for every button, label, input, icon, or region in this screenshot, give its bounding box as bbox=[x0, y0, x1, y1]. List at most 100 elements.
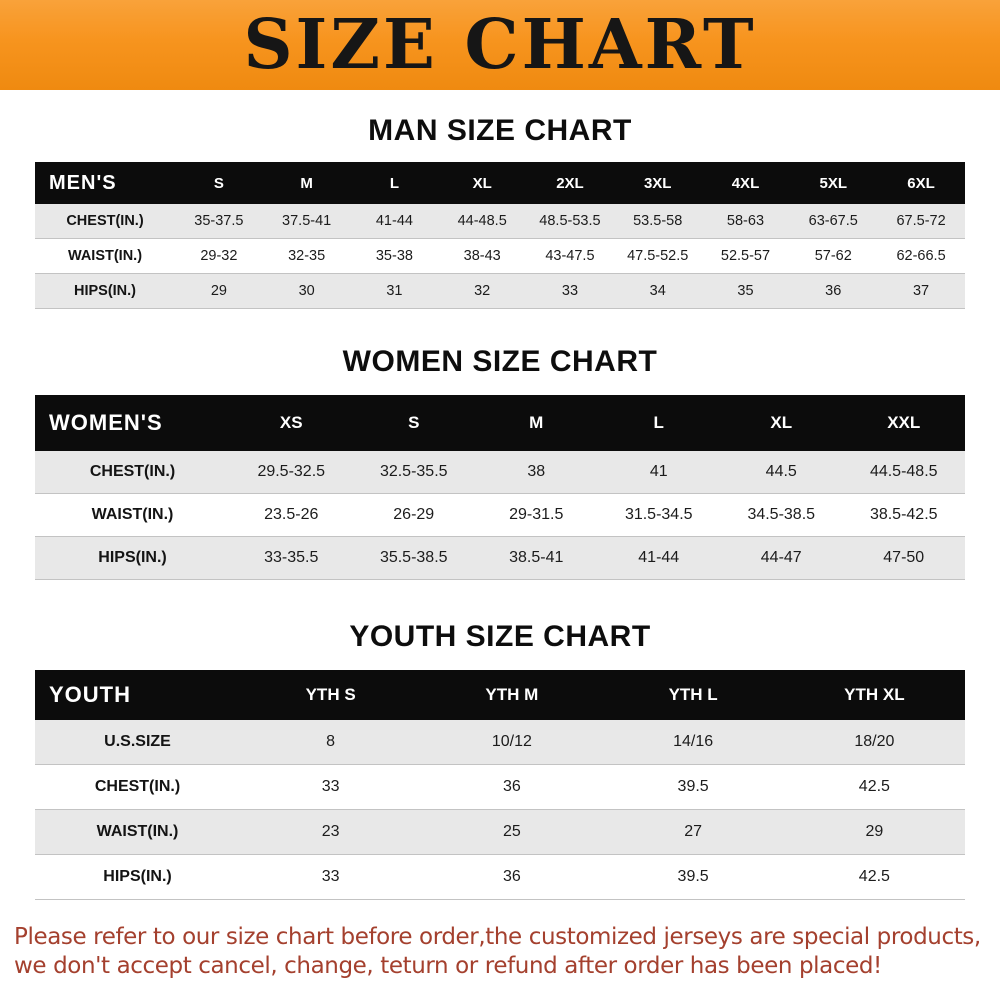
size-cell: 23.5-26 bbox=[264, 506, 319, 523]
column-header: S bbox=[175, 162, 263, 204]
table-row: CHEST(IN.) 29.5-32.5 32.5-35.5 38 41 44.5 44.5… bbox=[35, 451, 965, 494]
row-label: WAIST(IN.) bbox=[67, 248, 143, 264]
size-cell: 29-31.5 bbox=[509, 506, 564, 523]
column-header: M bbox=[475, 395, 598, 451]
size-cell: 29.5-32.5 bbox=[257, 463, 326, 480]
column-header: YTH L bbox=[602, 670, 784, 720]
size-cell: 8 bbox=[326, 733, 336, 750]
row-label: CHEST(IN.) bbox=[66, 213, 144, 229]
size-cell: 38 bbox=[527, 463, 546, 480]
size-cell: 14/16 bbox=[673, 733, 714, 750]
size-cell: 33 bbox=[321, 868, 340, 885]
column-header: XS bbox=[230, 395, 353, 451]
size-cell: 29 bbox=[865, 823, 884, 840]
table-row: WAIST(IN.) 23 25 27 29 bbox=[35, 809, 965, 855]
size-cell: 33 bbox=[321, 778, 340, 795]
table-corner-label: WOMEN'S bbox=[35, 395, 230, 451]
table-row: CHEST(IN.) 35-37.5 37.5-41 41-44 44-48.5 48.5… bbox=[35, 204, 965, 239]
row-label: WAIST(IN.) bbox=[96, 823, 179, 840]
column-header: XL bbox=[720, 395, 843, 451]
size-cell: 39.5 bbox=[677, 868, 709, 885]
size-cell: 63-67.5 bbox=[808, 213, 858, 229]
table-row: WAIST(IN.) 29-32 32-35 35-38 38-43 43-47.5 47.… bbox=[35, 238, 965, 274]
women-section-heading: WOMEN SIZE CHART bbox=[342, 345, 658, 378]
table-row: U.S.SIZE 8 10/12 14/16 18/20 bbox=[35, 720, 965, 765]
column-header: L bbox=[597, 395, 720, 451]
banner: SIZE CHART bbox=[0, 0, 1000, 90]
size-cell: 48.5-53.5 bbox=[539, 213, 601, 229]
size-cell: 47-50 bbox=[883, 549, 925, 566]
page-title: SIZE CHART bbox=[243, 5, 757, 85]
man-size-section: MAN SIZE CHART MEN'S S M L XL 2XL 3XL 4XL 5XL 6XL… bbox=[0, 114, 1000, 309]
size-cell: 37 bbox=[912, 283, 930, 299]
size-cell: 62-66.5 bbox=[896, 248, 946, 264]
size-cell: 32-35 bbox=[288, 248, 326, 264]
table-header-row: YOUTH YTH S YTH M YTH L YTH XL bbox=[35, 670, 965, 720]
size-cell: 41-44 bbox=[638, 549, 680, 566]
size-cell: 53.5-58 bbox=[633, 213, 683, 229]
column-header: YTH M bbox=[421, 670, 603, 720]
size-cell: 39.5 bbox=[677, 778, 709, 795]
size-cell: 36 bbox=[502, 778, 521, 795]
size-cell: 32.5-35.5 bbox=[379, 463, 448, 480]
size-cell: 23 bbox=[321, 823, 340, 840]
size-cell: 10/12 bbox=[491, 733, 532, 750]
size-cell: 29-32 bbox=[200, 248, 238, 264]
column-header: XL bbox=[438, 162, 527, 204]
row-label: CHEST(IN.) bbox=[94, 778, 181, 795]
column-header: 5XL bbox=[789, 162, 878, 204]
men-size-table: MEN'S S M L XL 2XL 3XL 4XL 5XL 6XL CHEST(IN.) 35-37… bbox=[35, 162, 965, 309]
footer-line-1: Please refer to our size chart before or… bbox=[14, 924, 981, 950]
women-size-section: WOMEN SIZE CHART WOMEN'S XS S M L XL XXL CHEST(… bbox=[0, 345, 1000, 580]
column-header: 2XL bbox=[526, 162, 614, 204]
size-cell: 34.5-38.5 bbox=[747, 506, 816, 523]
size-cell: 33-35.5 bbox=[264, 549, 319, 566]
size-cell: 38.5-41 bbox=[509, 549, 564, 566]
size-cell: 42.5 bbox=[858, 868, 890, 885]
size-cell: 31.5-34.5 bbox=[624, 506, 693, 523]
table-row: CHEST(IN.) 33 36 39.5 42.5 bbox=[35, 764, 965, 810]
table-row: WAIST(IN.) 23.5-26 26-29 29-31.5 31.5-34.5 34… bbox=[35, 493, 965, 537]
table-row: HIPS(IN.) 33-35.5 35.5-38.5 38.5-41 41-44 44-… bbox=[35, 536, 965, 580]
size-cell: 57-62 bbox=[814, 248, 852, 264]
size-cell: 30 bbox=[298, 283, 315, 299]
size-cell: 34 bbox=[649, 283, 666, 299]
size-cell: 44.5 bbox=[765, 463, 797, 480]
column-header: 3XL bbox=[613, 162, 702, 204]
size-cell: 58-63 bbox=[726, 213, 765, 229]
size-cell: 35.5-38.5 bbox=[379, 549, 448, 566]
size-cell: 18/20 bbox=[854, 733, 895, 750]
row-label: CHEST(IN.) bbox=[89, 463, 176, 480]
size-cell: 36 bbox=[502, 868, 521, 885]
row-label: WAIST(IN.) bbox=[91, 506, 174, 523]
table-corner-label: MEN'S bbox=[35, 162, 175, 204]
size-cell: 33 bbox=[561, 283, 579, 299]
size-cell: 37.5-41 bbox=[282, 213, 332, 229]
size-cell: 26-29 bbox=[393, 506, 435, 523]
size-cell: 52.5-57 bbox=[720, 248, 771, 264]
size-cell: 38-43 bbox=[463, 248, 501, 264]
size-cell: 38.5-42.5 bbox=[869, 506, 938, 523]
column-header: M bbox=[262, 162, 351, 204]
column-header: YTH S bbox=[240, 670, 422, 720]
size-cell: 35 bbox=[737, 283, 754, 299]
size-cell: 32 bbox=[474, 283, 491, 299]
size-cell: 27 bbox=[684, 823, 703, 840]
size-cell: 41 bbox=[649, 463, 668, 480]
row-label: HIPS(IN.) bbox=[103, 868, 172, 885]
size-cell: 42.5 bbox=[858, 778, 890, 795]
table-header-row: WOMEN'S XS S M L XL XXL bbox=[35, 395, 965, 451]
size-cell: 47.5-52.5 bbox=[627, 248, 689, 264]
size-cell: 44-47 bbox=[760, 549, 802, 566]
size-cell: 36 bbox=[825, 283, 842, 299]
table-corner-label: YOUTH bbox=[35, 670, 240, 720]
youth-section-heading: YOUTH SIZE CHART bbox=[349, 620, 651, 653]
size-cell: 35-37.5 bbox=[194, 213, 244, 229]
size-cell: 44-48.5 bbox=[457, 213, 507, 229]
table-header-row: MEN'S S M L XL 2XL 3XL 4XL 5XL 6XL bbox=[35, 162, 965, 204]
size-cell: 43-47.5 bbox=[545, 248, 595, 264]
man-section-heading: MAN SIZE CHART bbox=[368, 114, 632, 147]
column-header: YTH XL bbox=[783, 670, 965, 720]
table-row: HIPS(IN.) 33 36 39.5 42.5 bbox=[35, 854, 965, 900]
size-cell: 67.5-72 bbox=[896, 213, 946, 229]
